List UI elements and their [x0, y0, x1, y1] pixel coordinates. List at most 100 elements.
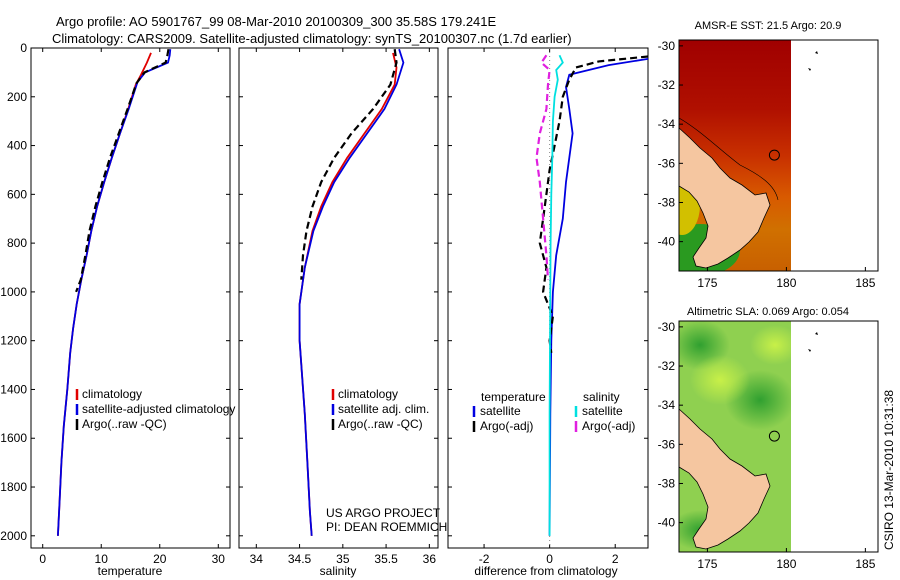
ytick-label-800: 800 — [7, 236, 27, 250]
salinity-lines — [298, 48, 405, 536]
map-ytick-label-38: -38 — [658, 195, 676, 209]
difference-xlabel: difference from climatology — [474, 564, 617, 578]
map-ytick-label-30: -30 — [658, 320, 676, 334]
xtick-label-0: 0 — [546, 552, 553, 566]
sst-contour — [679, 117, 779, 201]
ytick-label-1200: 1200 — [0, 334, 27, 348]
temperature-lines — [57, 49, 172, 536]
xtick-label-0: 0 — [39, 552, 46, 566]
legend-header-salinity: salinity — [583, 390, 620, 404]
xtick-label-36: 36 — [423, 552, 437, 566]
sst-argo-marker — [768, 149, 780, 161]
ytick-label-1800: 1800 — [0, 480, 27, 494]
sla-map-ticks: 175 180 185 -30 -32 -34 -36 -38 -40 — [658, 320, 876, 571]
series-line-salinity-argo-adj — [535, 54, 551, 280]
series-line-satellite-adj-clim — [298, 48, 405, 536]
series-line-argo-raw-qc — [75, 49, 170, 293]
sst-map-title: AMSR-E SST: 21.5 Argo: 20.9 — [695, 20, 842, 32]
temperature-plot-frame — [30, 47, 231, 549]
xtick-label-35-5: 35.5 — [374, 552, 398, 566]
series-line-temperature-argo-adj — [538, 55, 648, 354]
sla-new-zealand-land — [679, 408, 771, 550]
sla-low-patch-1 — [690, 355, 750, 405]
sla-ocean-nodata — [791, 321, 878, 552]
map-ytick-label-36: -36 — [658, 156, 676, 170]
sst-map-ticks: 175 180 185 -30 -32 -34 -36 -38 -40 — [658, 39, 876, 290]
map-ytick-label-30: -30 — [658, 39, 676, 53]
legend-entry-satellite-adjusted-climatology: satellite-adjusted climatology — [82, 402, 235, 416]
csiro-timestamp: CSIRO 13-Mar-2010 10:31:38 — [882, 390, 896, 550]
series-line-satellite-adjusted-climatology — [57, 49, 172, 536]
salinity-xlabel: salinity — [320, 564, 357, 578]
ytick-label-1400: 1400 — [0, 382, 27, 396]
map-ytick-label-40: -40 — [658, 516, 676, 530]
ytick-label-0: 0 — [20, 41, 27, 55]
map-ytick-label-32: -32 — [658, 359, 676, 373]
ytick-label-600: 600 — [7, 187, 27, 201]
salinity-axis-ticks: 34 34.5 35 35.5 36 — [239, 47, 438, 566]
difference-plot-frame — [447, 47, 649, 549]
figure-title-line1: Argo profile: AO 5901767_99 08-Mar-2010 … — [56, 14, 497, 29]
map-ytick-label-34: -34 — [658, 117, 676, 131]
project-label: US ARGO PROJECT — [326, 506, 441, 520]
map-xtick-label-180: 180 — [776, 557, 796, 571]
map-xtick-label-185: 185 — [855, 557, 875, 571]
xtick-label-10: 10 — [95, 552, 109, 566]
ytick-label-400: 400 — [7, 139, 27, 153]
sst-kermadec-islands — [808, 51, 818, 71]
sst-new-zealand-land — [679, 127, 771, 269]
map-ytick-label-34: -34 — [658, 398, 676, 412]
legend-header-temperature: temperature — [481, 390, 546, 404]
map-xtick-label-175: 175 — [697, 557, 717, 571]
xtick-label-2: 2 — [612, 552, 619, 566]
difference-legend: temperature salinitysatelliteArgo(-adj)sa… — [472, 390, 635, 433]
map-xtick-label-175: 175 — [697, 276, 717, 290]
legend-entry-argo-raw-qc: Argo(..raw -QC) — [82, 417, 167, 431]
map-xtick-label-180: 180 — [776, 276, 796, 290]
sst-map-frame — [678, 39, 879, 272]
xtick-label-35: 35 — [336, 552, 350, 566]
map-ytick-label-36: -36 — [658, 437, 676, 451]
xtick-label-20: 20 — [153, 552, 167, 566]
legend-entry-salinity-argo-adj: Argo(-adj) — [582, 419, 635, 433]
legend-entry-salinity-satellite: satellite — [582, 404, 623, 418]
legend-entry-argo-raw-qc: Argo(..raw -QC) — [338, 417, 423, 431]
legend-entry-climatology: climatology — [338, 387, 398, 401]
sla-low-patch-2 — [750, 325, 800, 365]
temperature-profile-panel: 0 10 20 30 0 200 400 600 800 1000 1200 1400 1600 1800… — [0, 41, 235, 578]
ytick-label-200: 200 — [7, 90, 27, 104]
figure-title-line2: Climatology: CARS2009. Satellite-adjuste… — [52, 31, 572, 46]
difference-lines — [535, 48, 648, 548]
temperature-axis-ticks: 0 10 20 30 0 200 400 600 800 1000 1200 1400 1600 1800… — [0, 41, 230, 566]
temperature-xlabel: temperature — [98, 564, 163, 578]
legend-entry-temperature-argo-adj: Argo(-adj) — [480, 419, 533, 433]
series-line-argo-raw-qc — [300, 49, 398, 280]
series-line-salinity-satellite — [548, 54, 564, 536]
sst-map-panel: AMSR-E SST: 21.5 Argo: 20.9 175 180 185 -30… — [658, 20, 879, 290]
sla-argo-marker — [768, 430, 780, 442]
sla-map-frame — [678, 320, 879, 553]
salinity-plot-frame — [238, 47, 439, 549]
difference-axis-ticks: -2 0 2 — [448, 47, 648, 566]
sla-kermadec-islands — [808, 332, 818, 352]
map-ytick-label-40: -40 — [658, 235, 676, 249]
map-ytick-label-32: -32 — [658, 78, 676, 92]
ytick-label-1600: 1600 — [0, 431, 27, 445]
xtick-label-34-5: 34.5 — [288, 552, 312, 566]
xtick-label-30: 30 — [212, 552, 226, 566]
legend-entry-temperature-satellite: satellite — [480, 404, 521, 418]
ytick-label-1000: 1000 — [0, 285, 27, 299]
ytick-label-2000: 2000 — [0, 529, 27, 543]
pi-label: PI: DEAN ROEMMICH — [326, 520, 447, 534]
sst-ocean-nodata — [791, 40, 878, 271]
difference-profile-panel: -2 0 2 difference from climatology tempera… — [447, 47, 649, 578]
map-xtick-label-185: 185 — [855, 276, 875, 290]
xtick-label-2: -2 — [479, 552, 490, 566]
sla-map-panel: Altimetric SLA: 0.069 Argo: 0.054 175 180… — [658, 306, 879, 571]
map-ytick-label-38: -38 — [658, 476, 676, 490]
salinity-profile-panel: 34 34.5 35 35.5 36 salinity climatologysatel… — [238, 47, 447, 578]
xtick-label-34: 34 — [250, 552, 264, 566]
